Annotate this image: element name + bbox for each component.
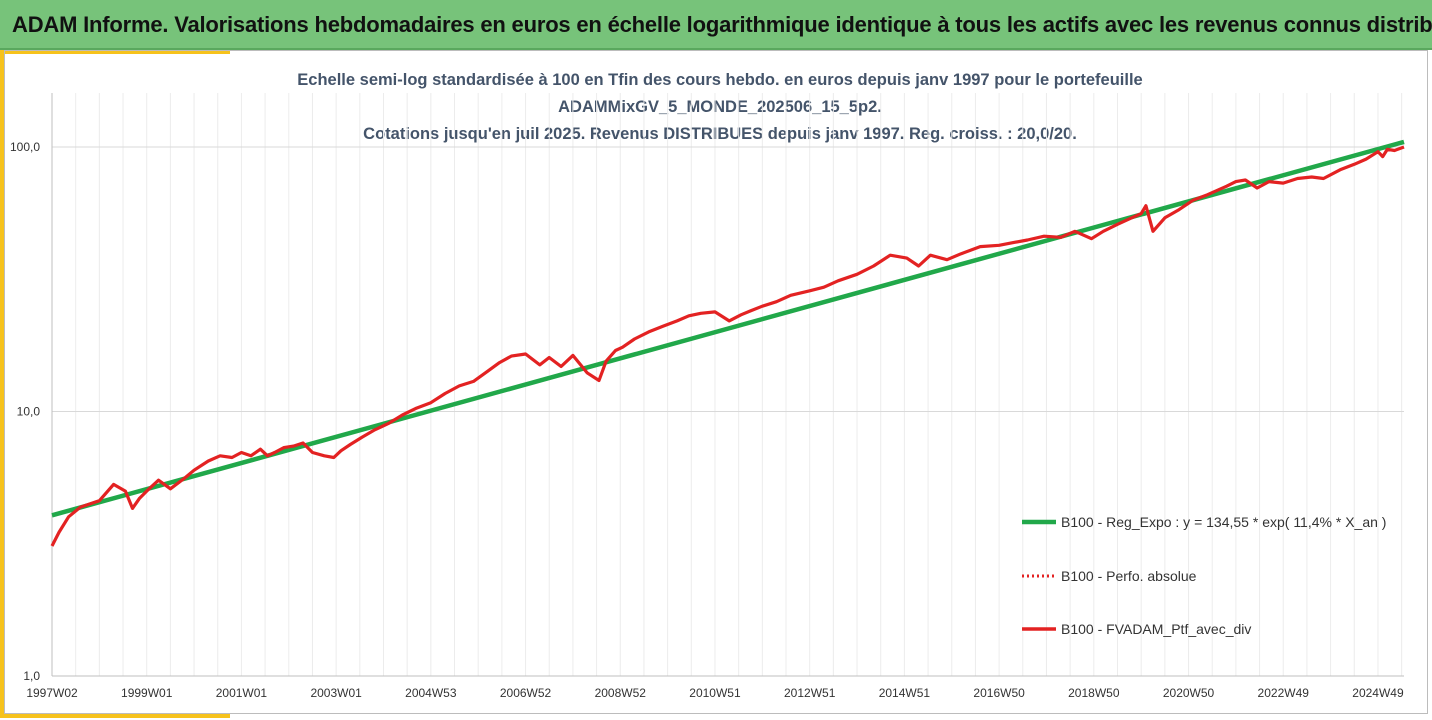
x-tick-label: 2016W50 bbox=[973, 686, 1025, 700]
x-tick-label: 2018W50 bbox=[1068, 686, 1120, 700]
x-tick-label: 2020W50 bbox=[1163, 686, 1215, 700]
chart-title-line-2: ADAMMixGV_5_MONDE_202506_15_5p2. bbox=[558, 98, 882, 116]
x-tick-label: 2004W53 bbox=[405, 686, 457, 700]
x-tick-label: 2012W51 bbox=[784, 686, 836, 700]
accent-bar-left bbox=[0, 50, 4, 714]
x-tick-label: 1999W01 bbox=[121, 686, 173, 700]
header-banner: ADAM Informe. Valorisations hebdomadaire… bbox=[0, 0, 1432, 50]
x-tick-label: 2003W01 bbox=[310, 686, 362, 700]
accent-bar-bottom bbox=[0, 714, 230, 718]
x-tick-label: 2008W52 bbox=[595, 686, 647, 700]
y-tick-label: 10,0 bbox=[17, 404, 41, 418]
page-title: ADAM Informe. Valorisations hebdomadaire… bbox=[12, 12, 1432, 37]
series-portfolio bbox=[50, 145, 1405, 547]
series-reg-expo bbox=[51, 139, 1405, 518]
chart-frame bbox=[4, 50, 1428, 714]
x-tick-label: 2014W51 bbox=[879, 686, 931, 700]
x-tick-label: 2024W49 bbox=[1352, 686, 1404, 700]
legend-entry-portfolio: B100 - FVADAM_Ptf_avec_div bbox=[1061, 621, 1251, 637]
chart-title-line-3: Cotations jusqu'en juil 2025. Revenus DI… bbox=[363, 125, 1077, 143]
accent-bar-top bbox=[0, 50, 230, 54]
x-tick-label: 2001W01 bbox=[216, 686, 268, 700]
legend-entry-perfo-absolue: B100 - Perfo. absolue bbox=[1061, 568, 1197, 584]
y-tick-label: 1,0 bbox=[23, 669, 40, 683]
x-tick-label: 2010W51 bbox=[689, 686, 741, 700]
chart-title-line-1: Echelle semi-log standardisée à 100 en T… bbox=[297, 71, 1143, 89]
x-tick-label: 2022W49 bbox=[1258, 686, 1310, 700]
x-tick-label: 2006W52 bbox=[500, 686, 552, 700]
legend-entry-reg-expo: B100 - Reg_Expo : y = 134,55 * exp( 11,4… bbox=[1061, 514, 1386, 530]
x-tick-label: 1997W02 bbox=[26, 686, 78, 700]
y-tick-label: 100,0 bbox=[10, 140, 40, 154]
